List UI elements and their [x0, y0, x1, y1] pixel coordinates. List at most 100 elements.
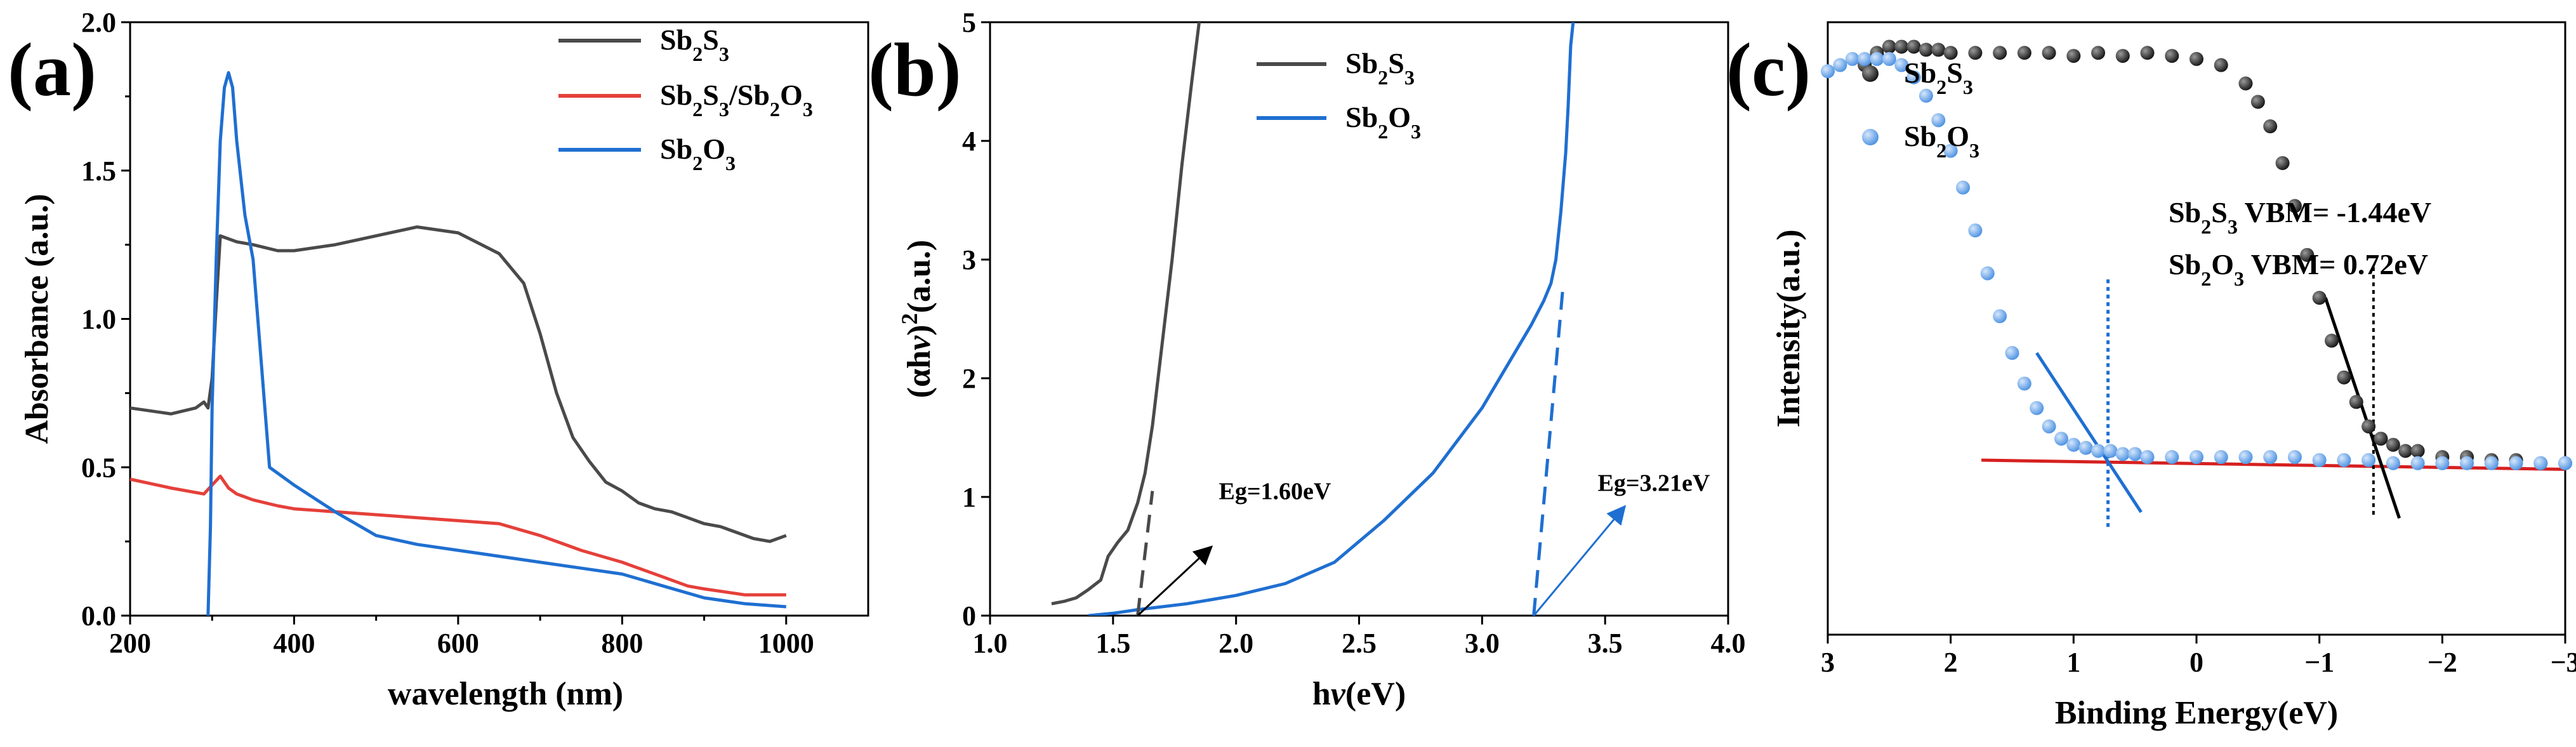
legend-label-part: O — [1388, 101, 1411, 133]
legend-label-part: S — [1946, 56, 1963, 89]
point-sb2o3 — [2078, 440, 2093, 455]
legend-label: Sb2O3 — [1904, 120, 1979, 162]
point-sb2s3 — [2349, 395, 2363, 409]
vbm-text-sb2o3: Sb2O3 VBM= 0.72eV — [2169, 248, 2428, 290]
point-sb2o3 — [1870, 51, 1884, 66]
y-axis-title: Absorbance (a.u.) — [19, 194, 55, 444]
point-sb2s3 — [2325, 333, 2339, 348]
vbm-text-sb2o3-part: 3 — [2234, 267, 2244, 290]
point-sb2o3 — [2287, 450, 2302, 465]
y-axis-title-part: (a.u.) — [901, 240, 937, 314]
x-tick-label: −1 — [2304, 647, 2334, 678]
point-sb2s3 — [2250, 95, 2265, 109]
legend-label-part: 2 — [692, 43, 703, 65]
legend-label-part: 2 — [692, 98, 703, 121]
point-sb2o3 — [2312, 453, 2327, 467]
y-axis-title-part: 2 — [897, 313, 922, 324]
point-sb2s3 — [1906, 39, 1921, 54]
point-sb2s3 — [2190, 51, 2203, 66]
y-axis-title: (αhν)2(a.u.) — [897, 240, 937, 398]
legend-label: Sb2O3 — [1345, 101, 1421, 143]
series-composite-line — [129, 474, 786, 597]
x-axis-title-part: ν — [1331, 676, 1346, 712]
point-sb2s3 — [1894, 39, 1909, 54]
vbm-text-sb2s3-part: 2 — [2201, 215, 2211, 238]
legend-label-part: 2 — [1936, 139, 1946, 162]
point-sb2s3 — [2165, 49, 2179, 63]
x-axis-title-part: (eV) — [1345, 676, 1406, 712]
x-tick-label: 2.5 — [1342, 628, 1377, 659]
point-sb2s3 — [2017, 46, 2031, 60]
point-sb2s3 — [1968, 46, 1983, 60]
point-sb2s3 — [2238, 76, 2253, 91]
point-sb2s3 — [2337, 370, 2351, 385]
y-tick-label: 5 — [962, 7, 976, 38]
vbm-text-sb2s3-part: 3 — [2228, 215, 2238, 238]
point-sb2o3 — [1931, 113, 1946, 128]
x-tick-label: −2 — [2427, 647, 2457, 678]
point-sb2o3 — [2238, 450, 2253, 465]
panel-b: 1.0 1.5 2.0 2.5 3.0 3.5 4.0012345hν(eV)(αhν)2(… — [868, 7, 1746, 712]
edge-fit-sb2s3 — [2323, 297, 2401, 519]
point-sb2o3 — [2460, 456, 2474, 470]
series-sb2o3-line — [206, 71, 786, 616]
y-axis-title-part: ) — [901, 325, 937, 336]
point-sb2o3 — [2484, 456, 2499, 470]
legend-label: Sb2S3 — [660, 23, 729, 65]
point-sb2o3 — [2005, 346, 2019, 360]
point-sb2s3 — [2214, 58, 2228, 72]
point-sb2s3 — [2091, 46, 2106, 60]
point-sb2s3 — [1919, 43, 1933, 57]
legend-label-part: Sb — [1345, 47, 1378, 79]
point-sb2o3 — [2030, 400, 2044, 415]
legend-label-part: 3 — [1963, 76, 1973, 98]
x-tick-label: −3 — [2550, 647, 2576, 678]
y-tick-label: 4 — [962, 126, 976, 157]
x-tick-label: 800 — [601, 628, 643, 659]
point-sb2s3 — [2140, 46, 2155, 60]
point-sb2o3 — [1919, 88, 1933, 103]
plot-area — [1051, 22, 1575, 616]
point-sb2s3 — [2300, 248, 2315, 262]
legend-label-part: S — [703, 23, 719, 56]
series-sb2o3-line — [1088, 22, 1575, 616]
legend-label-part: Sb — [1904, 56, 1936, 89]
point-sb2o3 — [2103, 444, 2118, 458]
point-sb2s3 — [1931, 43, 1946, 57]
y-tick-label: 0.0 — [81, 600, 116, 631]
vbm-text-sb2s3-part: S — [2211, 196, 2228, 228]
point-sb2o3 — [2214, 450, 2228, 465]
point-sb2o3 — [2337, 453, 2351, 467]
point-sb2o3 — [1980, 266, 1995, 281]
point-sb2s3 — [1882, 39, 1896, 54]
point-sb2s3 — [2115, 49, 2130, 63]
legend-marker — [1862, 65, 1879, 82]
panel-label-b: (b) — [868, 27, 961, 112]
point-sb2s3 — [2312, 291, 2327, 305]
point-sb2o3 — [2533, 456, 2548, 470]
y-tick-label: 2.0 — [81, 7, 116, 38]
panel-label-c: (c) — [1726, 27, 1811, 112]
y-tick-label: 2 — [962, 363, 976, 394]
point-sb2s3 — [1943, 46, 1958, 60]
y-tick-label: 0 — [962, 600, 976, 631]
legend-label-part: 3 — [719, 43, 729, 65]
vbm-text-sb2o3-part: O — [2211, 248, 2234, 281]
vbm-text-sb2s3-part: VBM= -1.44eV — [2238, 196, 2431, 228]
annotation-arrow-sb2s3 — [1137, 545, 1213, 617]
point-sb2s3 — [2066, 49, 2081, 63]
x-tick-label: 200 — [109, 628, 151, 659]
point-sb2o3 — [2115, 447, 2130, 461]
vbm-text-sb2s3: Sb2S3 VBM= -1.44eV — [2169, 196, 2431, 238]
x-tick-label: 1.5 — [1095, 628, 1130, 659]
point-sb2o3 — [1993, 309, 2007, 324]
x-tick-label: 3.5 — [1588, 628, 1623, 659]
point-sb2o3 — [2091, 444, 2106, 458]
point-sb2s3 — [2374, 432, 2388, 446]
point-sb2o3 — [2140, 450, 2155, 465]
legend-label-part: Sb — [660, 133, 692, 165]
legend-label-part: 3 — [1969, 139, 1979, 162]
point-sb2o3 — [1882, 51, 1896, 66]
